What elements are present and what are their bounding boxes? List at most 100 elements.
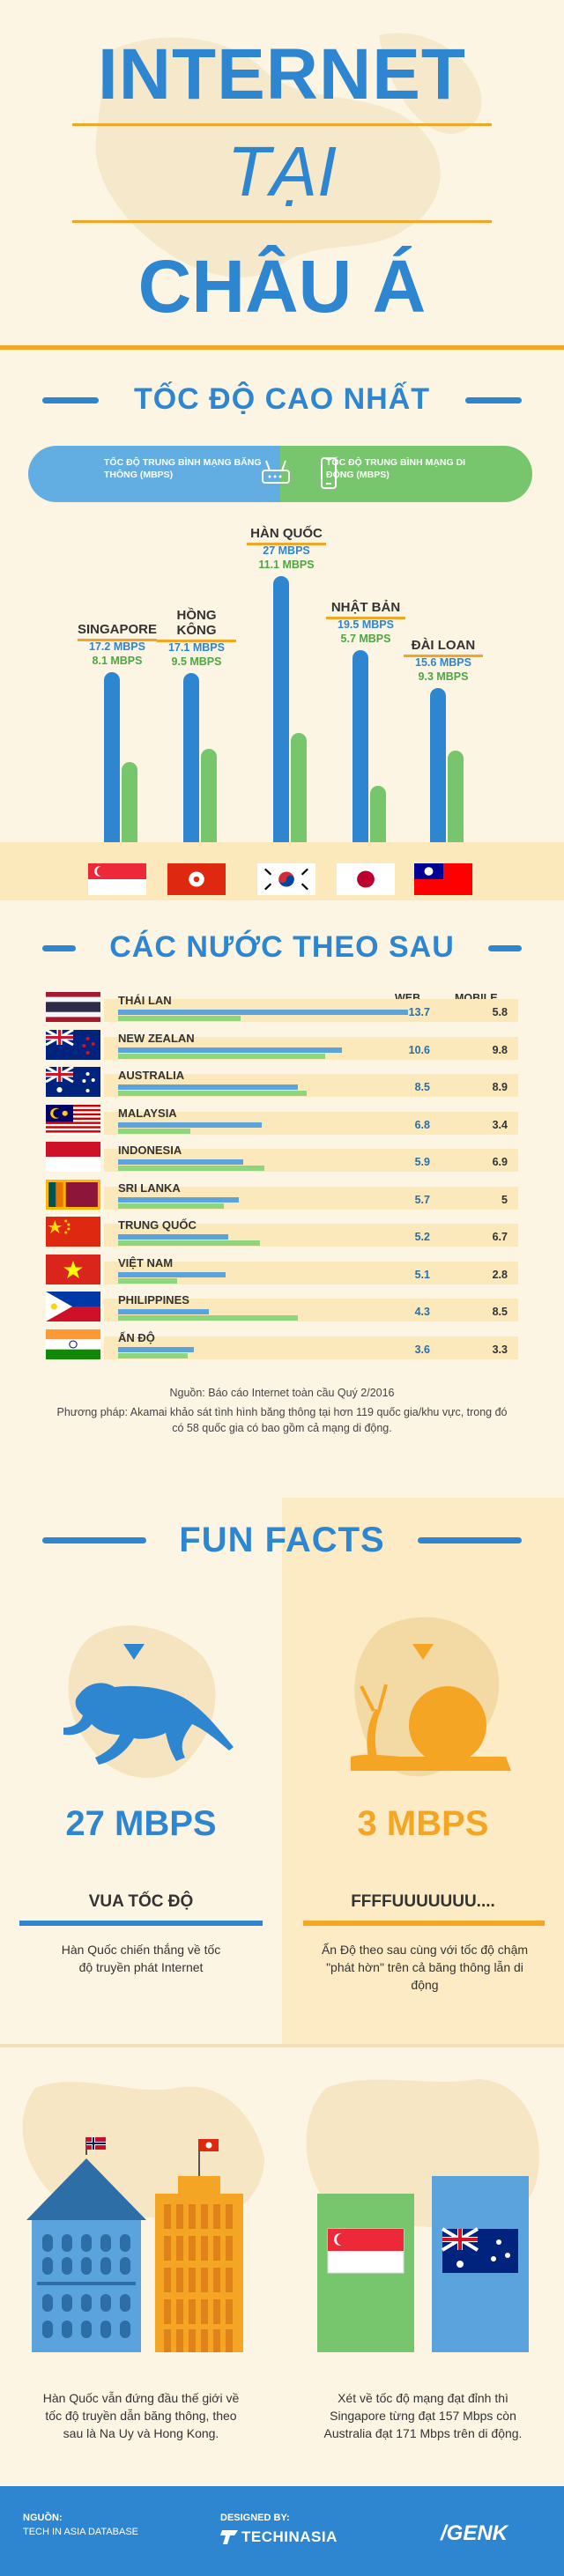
bar-mobile [118,1352,189,1358]
mobile-value: 3.3 [492,1343,508,1356]
mobile-value: 8.5 [492,1306,508,1318]
list-item: NEW ZEALAN 10.6 9.8 [0,1028,564,1063]
map-background-icon [95,33,482,278]
bar-mobile-label: 5.7 MBPS [340,632,391,645]
mobile-value: 6.7 [492,1231,508,1243]
web-value: 5.2 [414,1231,430,1243]
fun-left-rule [19,1921,263,1926]
bar-broadband [352,649,368,842]
fun-title-bar-right [418,1537,522,1543]
method-note: Phương pháp: Akamai khảo sát tình hình b… [56,1406,508,1434]
country-name-underline [326,616,405,619]
bar-broadband [273,575,289,842]
bar-broadband-label: 17.2 MBPS [89,640,145,654]
mobile-value: 3.4 [492,1118,508,1131]
bar-mobile [118,1315,298,1321]
bar-web [118,1121,263,1128]
footer-source-value: TECH IN ASIA DATABASE [23,2527,139,2537]
snail-icon [351,1684,511,1771]
bar-web [118,1047,343,1053]
header-divider-bottom [72,220,492,223]
web-value: 8.5 [414,1081,430,1093]
bar-web [118,1234,228,1240]
fun-right-value: 3 MBPS [357,1804,489,1843]
fun-left-desc: Hàn Quốc chiến thắng về tốc độ truyền ph… [61,1943,221,1974]
bar-broadband [183,673,199,842]
legend-mobile-text: TỐC ĐỘ TRUNG BÌNH MẠNG DI ĐỘNG (MBPS) [326,457,466,480]
speed-legend: TỐC ĐỘ TRUNG BÌNH MẠNG BĂNG THÔNG (MBPS)… [28,446,532,502]
buildings-illustration [22,2081,265,2352]
fun-left-label: VUA TỐC ĐỘ [88,1892,194,1911]
bar-mobile [118,1277,178,1284]
triangle-down-icon [412,1644,434,1660]
list-item: THÁI LAN 13.7 5.8 [0,990,564,1025]
top-speed-title: TỐC ĐỘ CAO NHẤT [133,382,431,416]
flag-bars-illustration [306,2079,539,2352]
country-name-underline [78,639,157,642]
bar-web [118,1196,239,1203]
country-name-underline [404,655,483,658]
web-value: 10.6 [408,1043,430,1056]
country-name: INDONESIA [118,1144,182,1157]
country-name: SINGAPORE [77,622,157,638]
router-icon [262,460,290,484]
list-item: PHILIPPINES 4.3 8.5 [0,1290,564,1325]
country-name: ẤN ĐỘ [118,1330,155,1344]
footer-designed-label: DESIGNED BY: [220,2513,290,2523]
country-name-underline [247,542,326,545]
bar-mobile [122,762,137,842]
country-name: ĐÀI LOAN [411,638,476,654]
list-item: SRI LANKA 5.7 5 [0,1178,564,1213]
country-name: AUSTRALIA [118,1069,185,1082]
flag-icon [167,863,226,895]
header-title-line2: TẠI [226,132,338,211]
bar-mobile [118,1203,224,1209]
title-bar-right [465,397,522,403]
flag-icon [414,863,472,895]
fun-title: FUN FACTS [179,1521,385,1559]
footer-designed-value: TECHINASIA [241,2528,338,2545]
mobile-value: 6.9 [492,1156,508,1168]
flag-icon [46,1254,100,1284]
country-name: NEW ZEALAN [118,1031,195,1045]
web-value: 13.7 [408,1006,430,1018]
bar-mobile-label: 9.5 MBPS [171,655,222,669]
flag-icon [45,1028,100,1060]
bar-mobile [118,1053,326,1059]
follow-title: CÁC NƯỚC THEO SAU [109,930,455,964]
flag-icon [46,1292,100,1321]
header-section: INTERNET TẠI CHÂU Á [0,0,564,352]
bar-web [118,1159,243,1165]
flag-icon [46,1329,100,1359]
fun-left-value: 27 MBPS [65,1804,217,1843]
web-value: 5.9 [414,1156,430,1168]
bar-broadband-label: 17.1 MBPS [168,641,225,655]
web-value: 3.6 [414,1343,430,1356]
list-item: INDONESIA 5.9 6.9 [0,1140,564,1175]
header-divider-top [72,123,492,126]
flag-icon [337,863,395,895]
follow-title-bar-left [42,945,76,951]
legend-broadband-text: TỐC ĐỘ TRUNG BÌNH MẠNG BĂNG THÔNG (MBPS) [104,457,262,480]
source-note: Nguồn: Báo cáo Internet toàn cầu Quý 2/2… [169,1387,395,1399]
bar-mobile [118,1240,260,1246]
footer-source-label: NGUỒN: [23,2513,63,2523]
country-name: VIỆT NAM [118,1255,174,1269]
fun-right-label: FFFFUUUUUUU.... [351,1892,495,1911]
cheetah-icon [63,1683,234,1765]
country-name: THÁI LAN [118,994,172,1007]
bar-mobile [118,1091,307,1096]
country-name: HÀN QUỐC [250,525,323,541]
country-name: TRUNG QUỐC [118,1218,197,1232]
mobile-value: 5 [501,1193,508,1206]
mobile-value: 9.8 [492,1043,508,1056]
bottom-right-desc: Xét về tốc độ mạng đạt đỉnh thì Singapor… [323,2391,523,2440]
mobile-phone-icon [321,457,337,489]
mobile-value: 2.8 [492,1268,508,1281]
bar-broadband-label: 27 MBPS [263,544,310,557]
mobile-value: 5.8 [492,1006,508,1018]
techinasia-logo-icon [220,2530,238,2544]
fun-divider [0,2044,564,2047]
bar-web [118,1271,226,1277]
bar-web [118,1084,298,1090]
